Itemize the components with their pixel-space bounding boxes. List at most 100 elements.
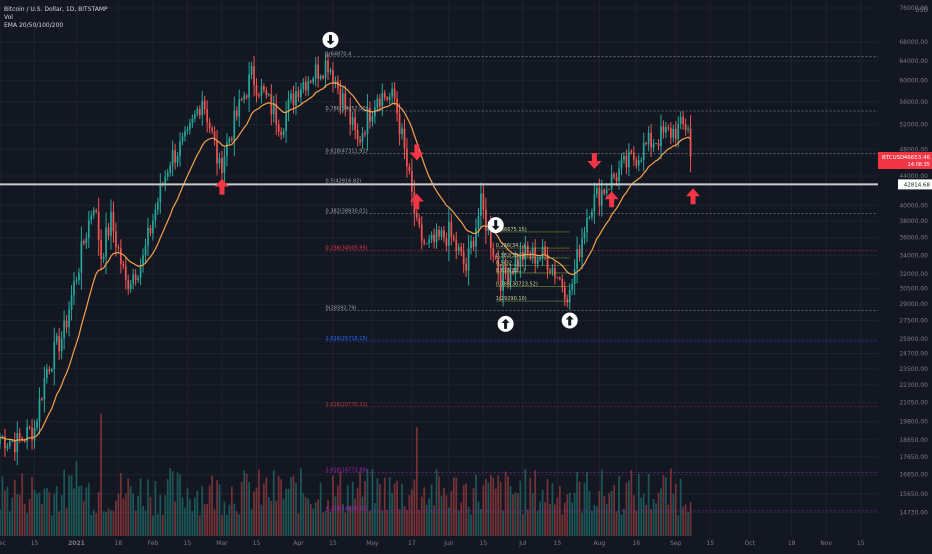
volume-bar: [480, 508, 482, 536]
candle-body: [129, 283, 132, 290]
candle-body: [364, 133, 366, 135]
candle-body: [401, 128, 403, 135]
candle-body: [297, 91, 300, 98]
y-tick-label: 19800.00: [899, 418, 928, 425]
volume-bar: [166, 479, 169, 536]
candle-body: [50, 369, 53, 372]
candle-body: [169, 165, 172, 173]
x-tick-label: Dec: [0, 540, 6, 547]
candle-body: [462, 251, 465, 264]
volume-bar: [674, 484, 677, 536]
volume-bar: [531, 493, 534, 536]
volume-bar: [364, 481, 366, 536]
volume-bar: [152, 515, 154, 536]
x-tick-label: 18: [788, 540, 796, 547]
candle-body: [475, 228, 477, 247]
volume-bar: [319, 482, 322, 536]
volume-bar: [593, 504, 596, 536]
candle-body: [526, 245, 529, 254]
candle-body: [107, 227, 110, 236]
volume-bar: [546, 479, 549, 536]
fib-label: 1(64870.4: [326, 52, 352, 58]
candle-body: [578, 248, 581, 258]
candle-body: [295, 91, 297, 106]
volume-bar: [270, 500, 273, 536]
volume-bar: [112, 510, 115, 536]
candle-body: [662, 126, 665, 133]
volume-bar: [132, 493, 135, 536]
candle-body: [457, 247, 460, 251]
candle-body: [351, 117, 354, 125]
volume-bar: [682, 506, 685, 536]
volume-bar: [235, 511, 238, 536]
volume-bar: [497, 475, 500, 536]
candle-body: [193, 113, 196, 119]
volume-bar: [327, 499, 329, 536]
candle-body: [361, 133, 364, 143]
volume-bar: [556, 497, 559, 536]
candle-body: [440, 230, 443, 237]
candle-body: [524, 245, 527, 261]
candle-body: [669, 128, 672, 138]
volume-bar: [203, 504, 206, 536]
volume-bar: [628, 480, 630, 536]
volume-bar: [324, 511, 327, 536]
volume-bar: [391, 493, 394, 536]
volume-bar: [48, 492, 51, 536]
candle-body: [635, 159, 638, 166]
volume-bar: [452, 477, 455, 536]
candle-body: [267, 94, 270, 96]
candle-body: [591, 211, 593, 218]
candle-body: [605, 189, 608, 194]
volume-bar: [430, 484, 433, 536]
volume-bar: [211, 475, 213, 536]
candle-body: [312, 78, 315, 83]
volume-bar: [351, 481, 354, 536]
volume-bar: [122, 498, 125, 536]
volume-bar: [245, 473, 248, 536]
price-tag-value: 46653.46: [904, 155, 931, 161]
candle-body: [221, 158, 223, 174]
volume-bar: [63, 469, 65, 536]
volume-bar: [137, 495, 139, 536]
volume-bar: [45, 487, 48, 536]
volume-bar: [33, 489, 36, 536]
candle-body: [509, 270, 512, 283]
candle-body: [660, 126, 662, 147]
candle-body: [369, 108, 371, 122]
candle-body: [366, 108, 369, 135]
x-tick-label: 15: [706, 540, 714, 547]
candle-body: [625, 155, 628, 168]
volume-bar: [623, 509, 625, 536]
y-tick-label: 64000.00: [899, 58, 928, 65]
candle-body: [226, 142, 228, 157]
volume-bar: [660, 488, 662, 536]
volume-bar: [652, 499, 655, 536]
candle-body: [430, 234, 433, 240]
candle-body: [258, 95, 260, 97]
volume-bar: [9, 511, 11, 536]
candle-body: [196, 108, 199, 114]
candle-body: [48, 369, 51, 372]
candle-body: [499, 273, 502, 291]
x-tick-label: May: [366, 540, 379, 547]
candle-body: [571, 283, 574, 290]
candle-body: [233, 110, 236, 140]
candle-body: [302, 81, 305, 90]
y-tick-label: 76000.00: [899, 5, 928, 12]
volume-bar: [171, 471, 174, 536]
volume-bar: [149, 496, 152, 536]
candle-body: [216, 140, 218, 164]
fib-label: 0.618(47311.91): [326, 149, 368, 155]
candle-body: [581, 238, 583, 258]
candle-body: [465, 263, 467, 271]
volume-bar: [635, 510, 638, 536]
volume-bar: [494, 488, 497, 536]
volume-bar: [669, 468, 672, 536]
volume-bar: [282, 499, 285, 536]
volume-bar: [529, 477, 532, 536]
candle-body: [487, 226, 490, 231]
x-tick-label: 15: [31, 540, 39, 547]
volume-bar: [292, 475, 295, 536]
